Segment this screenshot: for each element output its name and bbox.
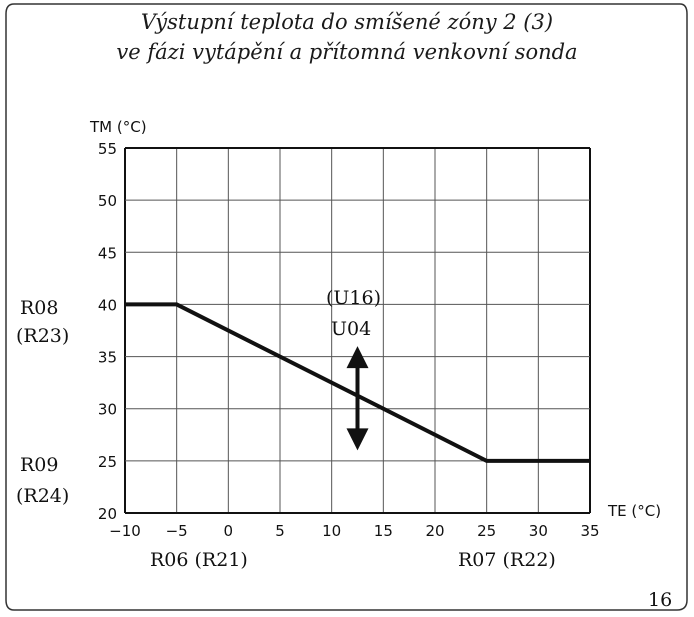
chart-title-line-2: ve fázi vytápění a přítomná venkovní son… [116, 40, 578, 64]
y-axis-label: TM (°C) [89, 118, 147, 136]
page-number: 16 [648, 589, 672, 611]
x-tick-label: 35 [580, 522, 599, 540]
y-tick-label: 25 [98, 453, 117, 471]
curve-line [125, 302, 590, 463]
x-tick-label: 0 [224, 522, 234, 540]
page-border [5, 3, 688, 611]
series [125, 302, 590, 463]
grid [124, 147, 591, 514]
label-r23: (R23) [16, 325, 69, 347]
x-tick-label: 15 [374, 522, 393, 540]
arrow-head-down [346, 428, 369, 451]
y-tick-label: 45 [98, 244, 117, 262]
label-r24: (R24) [16, 485, 69, 507]
label-u04: U04 [331, 318, 371, 340]
y-tick-label: 40 [98, 296, 117, 314]
y-tick-label: 30 [98, 401, 117, 419]
x-tick-label: 25 [477, 522, 496, 540]
label-r08: R08 [20, 297, 58, 319]
label-r09: R09 [20, 454, 58, 476]
label-r07: R07 (R22) [458, 549, 556, 571]
arrow-head-up [346, 346, 369, 369]
label-u16: (U16) [326, 287, 381, 309]
y-tick-label: 50 [98, 192, 117, 210]
y-tick-label: 20 [98, 505, 117, 523]
tick-labels: −10 −5 0 5 10 15 20 25 30 35 20 25 30 35 40 45 50 55 [98, 140, 600, 540]
x-tick-label: 20 [425, 522, 444, 540]
x-tick-label: −5 [166, 522, 188, 540]
label-r06: R06 (R21) [150, 549, 248, 571]
chart-title-line-1: Výstupní teplota do smíšené zóny 2 (3) [140, 10, 554, 34]
double-arrow [346, 346, 369, 451]
x-tick-label: −10 [109, 522, 141, 540]
x-tick-label: 30 [529, 522, 548, 540]
x-tick-label: 5 [275, 522, 285, 540]
y-tick-label: 55 [98, 140, 117, 158]
x-tick-label: 10 [322, 522, 341, 540]
x-axis-label: TE (°C) [607, 502, 661, 520]
y-tick-label: 35 [98, 349, 117, 367]
